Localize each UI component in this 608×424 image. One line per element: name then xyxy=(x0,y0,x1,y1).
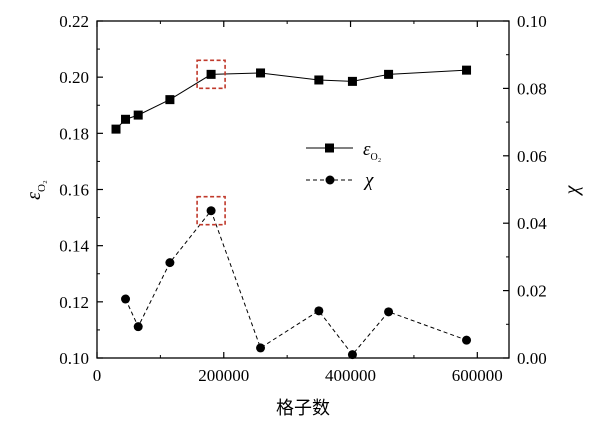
legend-marker-circle xyxy=(325,175,335,185)
y-left-title-symbol: ε xyxy=(23,192,45,200)
legend: εO₂ χ xyxy=(306,139,381,191)
data-point-chi xyxy=(314,306,324,316)
data-point-epsilon xyxy=(462,65,472,75)
data-point-epsilon xyxy=(133,110,143,120)
y-left-tick-label: 0.16 xyxy=(59,181,89,200)
x-axis-title: 格子数 xyxy=(276,398,330,419)
data-point-chi xyxy=(256,343,266,353)
y-right-tick-label: 0.00 xyxy=(517,349,547,368)
y-right-tick-label: 0.08 xyxy=(517,79,547,98)
data-point-epsilon xyxy=(165,95,175,105)
data-point-epsilon xyxy=(121,114,131,124)
series-line-chi xyxy=(125,209,467,356)
highlight-layer xyxy=(196,59,226,226)
data-point-epsilon xyxy=(206,69,216,79)
legend-marker-square xyxy=(325,143,334,153)
y-left-tick-label: 0.20 xyxy=(59,68,89,87)
x-tick-label: 400000 xyxy=(325,366,376,385)
data-point-chi xyxy=(347,350,357,360)
data-point-chi xyxy=(462,335,472,345)
y-right-axis-title: χ xyxy=(561,184,583,196)
svg-text:χ: χ xyxy=(561,184,583,196)
y-left-tick-label: 0.10 xyxy=(59,349,89,368)
x-tick-label: 600000 xyxy=(452,366,503,385)
data-point-chi xyxy=(165,258,175,268)
data-point-chi xyxy=(384,307,394,317)
y-right-tick-label: 0.02 xyxy=(517,282,547,301)
x-tick-label: 200000 xyxy=(198,366,249,385)
y-left-tick-label: 0.12 xyxy=(59,293,89,312)
legend-label-chi: χ xyxy=(363,170,374,191)
data-point-chi xyxy=(133,322,143,332)
x-tick-label: 0 xyxy=(93,366,102,385)
data-point-chi xyxy=(206,206,216,216)
y-left-tick-label: 0.14 xyxy=(59,237,89,256)
y-left-axis-title: εO₂ xyxy=(23,180,48,200)
data-point-chi xyxy=(121,294,131,304)
data-point-epsilon xyxy=(347,76,357,86)
data-point-epsilon xyxy=(111,124,121,134)
svg-text:εO₂: εO₂ xyxy=(23,180,48,200)
highlight-box-chi xyxy=(196,195,226,226)
legend-label-epsilon: εO₂ xyxy=(363,139,381,163)
y-left-tick-label: 0.22 xyxy=(59,12,89,31)
highlight-box-epsilon xyxy=(196,59,226,90)
y-right-tick-label: 0.10 xyxy=(517,12,547,31)
data-point-epsilon xyxy=(256,68,266,78)
data-point-epsilon xyxy=(384,69,394,79)
y-left-title-subscript: O₂ xyxy=(36,180,48,192)
series-layer xyxy=(111,65,472,360)
data-point-epsilon xyxy=(314,75,324,85)
y-right-tick-label: 0.04 xyxy=(517,214,547,233)
y-left-tick-label: 0.18 xyxy=(59,124,89,143)
series-line-epsilon xyxy=(115,69,467,130)
ticks-layer: 0 200000 400000 600000 0.10 0.12 0.14 0.16 0.18 0… xyxy=(59,12,547,385)
y-right-tick-label: 0.06 xyxy=(517,147,547,166)
